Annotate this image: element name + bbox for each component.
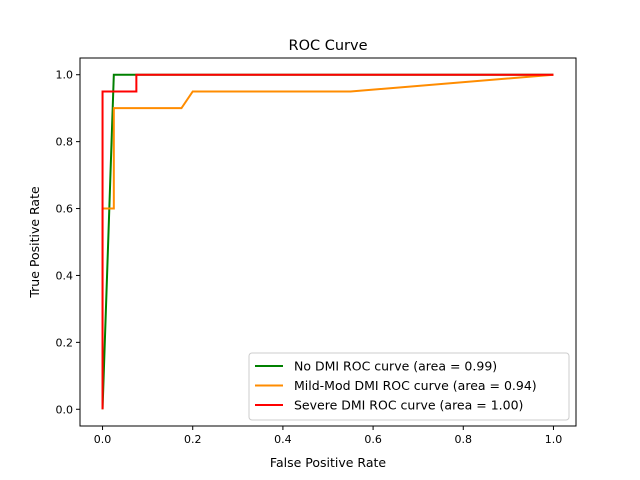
x-tick-label: 0.6 <box>364 433 382 446</box>
series-line-2 <box>101 73 554 410</box>
y-tick-label: 0.8 <box>56 136 74 149</box>
x-tick-label: 1.0 <box>545 433 563 446</box>
legend: No DMI ROC curve (area = 0.99) Mild-Mod D… <box>248 352 570 421</box>
chart-title: ROC Curve <box>289 38 368 54</box>
y-tick-label: 0.6 <box>56 203 74 216</box>
series-line-1 <box>101 73 554 410</box>
plot-frame <box>79 57 577 427</box>
x-tick-label: 0.0 <box>94 433 112 446</box>
y-axis-label: True Positive Rate <box>27 186 42 299</box>
legend-box <box>248 352 570 421</box>
y-tick-label: 0.0 <box>56 403 74 416</box>
x-tick-label: 0.8 <box>455 433 473 446</box>
legend-label: Mild-Mod DMI ROC curve (area = 0.94) <box>294 378 537 393</box>
y-tick-label: 0.2 <box>56 336 74 349</box>
legend-label: Severe DMI ROC curve (area = 1.00) <box>294 398 523 413</box>
x-tick-label: 0.2 <box>184 433 202 446</box>
x-axis-label: False Positive Rate <box>270 455 386 470</box>
y-tick-label: 1.0 <box>56 69 74 82</box>
x-tick-label: 0.4 <box>274 433 292 446</box>
legend-label: No DMI ROC curve (area = 0.99) <box>294 359 497 374</box>
y-tick-label: 0.4 <box>56 269 74 282</box>
